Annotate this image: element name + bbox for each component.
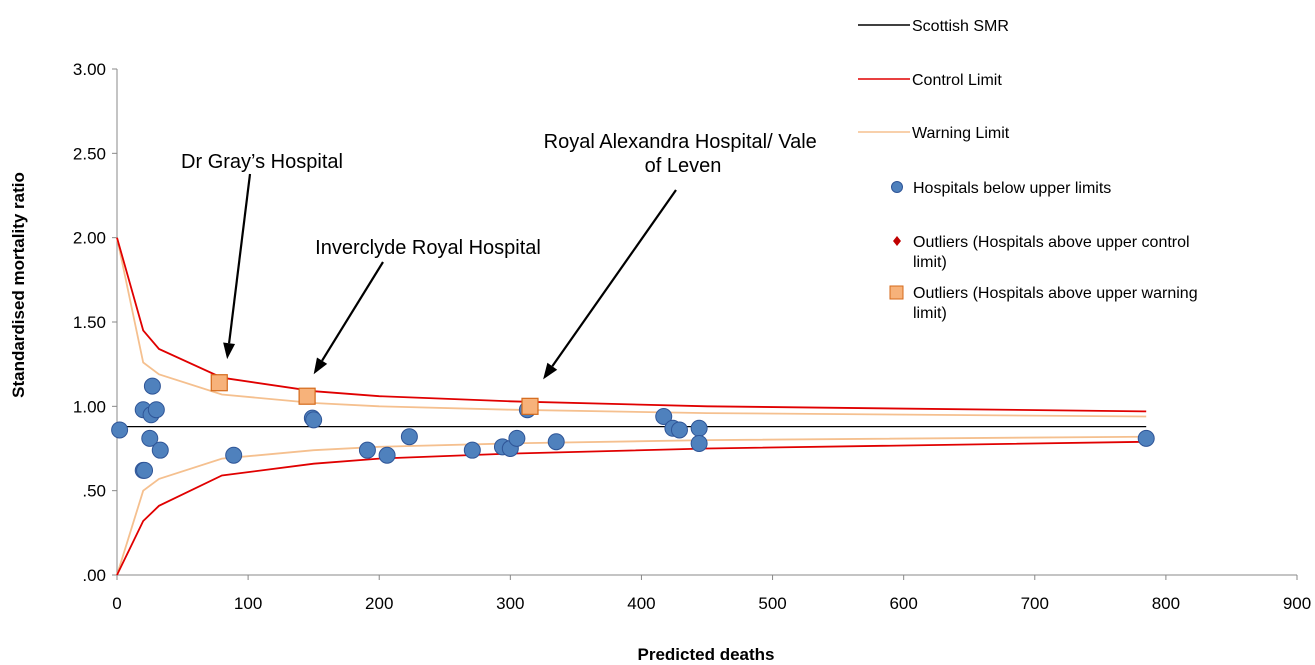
hospital-point — [378, 446, 396, 464]
control-limit-upper-line — [116, 237, 1147, 413]
legend: Scottish SMR Control Limit Warning Limit… — [858, 18, 1202, 322]
legend-label-warning-limit: Warning Limit — [912, 125, 1010, 142]
legend-swatch-outliers-control — [893, 236, 901, 246]
x-tick-label: 700 — [1021, 594, 1049, 613]
x-tick-label: 100 — [234, 594, 262, 613]
legend-label-outliers-control: Outliers (Hospitals above upper control … — [913, 234, 1194, 271]
annotation-arrow-head — [543, 362, 558, 380]
annotation-arrow-line — [551, 189, 677, 367]
x-tick-label: 0 — [112, 594, 121, 613]
legend-label-outliers-warning: Outliers (Hospitals above upper warning … — [913, 285, 1202, 322]
x-tick-label: 600 — [889, 594, 917, 613]
legend-label-hospitals: Hospitals below upper limits — [913, 180, 1111, 197]
annotation-arrow-line — [228, 173, 252, 344]
hospital-point — [670, 421, 688, 439]
warning-limit-lower-line — [116, 435, 1147, 576]
hospital-point — [151, 441, 169, 459]
y-tick-label: 1.50 — [73, 313, 106, 332]
hospital-point — [400, 428, 418, 446]
y-axis-title: Standardised mortality ratio — [9, 172, 28, 398]
outlier-warning-point — [210, 374, 228, 392]
y-tick-label: 2.00 — [73, 229, 106, 248]
y-tick-label: .00 — [82, 566, 106, 585]
x-tick-label: 800 — [1152, 594, 1180, 613]
hospital-point — [1137, 429, 1155, 447]
annotations: Dr Gray’s Hospital Inverclyde Royal Hosp… — [181, 131, 823, 380]
y-tick-label: 2.50 — [73, 144, 106, 163]
x-tick-label: 200 — [365, 594, 393, 613]
annotation-dr-grays: Dr Gray’s Hospital — [181, 151, 343, 173]
x-tick-label: 300 — [496, 594, 524, 613]
hospital-point — [547, 433, 565, 451]
y-tick-label: .50 — [82, 482, 106, 501]
x-tick-label: 500 — [758, 594, 786, 613]
hospital-point — [655, 407, 673, 425]
hospital-point — [508, 429, 526, 447]
control-limit-lower-line — [116, 440, 1147, 576]
annotation-arrow-line — [321, 261, 384, 362]
y-tick-label: 1.00 — [73, 397, 106, 416]
legend-label-scottish-smr: Scottish SMR — [912, 18, 1009, 35]
legend-swatch-hospitals — [891, 181, 903, 193]
data-points — [111, 374, 1155, 479]
axes: .00 .50 1.00 1.50 2.00 2.50 3.00 0 100 200 300 400 5… — [73, 60, 1311, 613]
annotation-royal-alexandra: Royal Alexandra Hospital/ Vale of Leven — [544, 131, 823, 177]
hospital-point — [305, 411, 323, 429]
outlier-warning-point — [521, 397, 539, 415]
hospital-point — [147, 401, 165, 419]
hospital-point — [143, 377, 161, 395]
warning-limit-upper-line — [116, 237, 1147, 418]
annotation-inverclyde: Inverclyde Royal Hospital — [315, 237, 541, 259]
hospital-point — [358, 441, 376, 459]
annotation-arrow-head — [223, 342, 236, 360]
hospital-point — [690, 434, 708, 452]
outlier-warning-point — [298, 387, 316, 405]
hospital-point — [690, 419, 708, 437]
hospital-point — [136, 461, 154, 479]
hospital-point — [111, 421, 129, 439]
legend-swatch-outliers-warning — [889, 285, 904, 300]
hospital-point — [141, 429, 159, 447]
annotation-arrow-head — [313, 357, 328, 375]
hospital-point — [463, 441, 481, 459]
legend-label-control-limit: Control Limit — [912, 72, 1002, 89]
annotation-arrows — [223, 173, 677, 380]
x-axis-title: Predicted deaths — [638, 645, 775, 664]
hospital-point — [225, 446, 243, 464]
x-tick-label: 400 — [627, 594, 655, 613]
x-tick-label: 900 — [1283, 594, 1311, 613]
y-tick-label: 3.00 — [73, 60, 106, 79]
